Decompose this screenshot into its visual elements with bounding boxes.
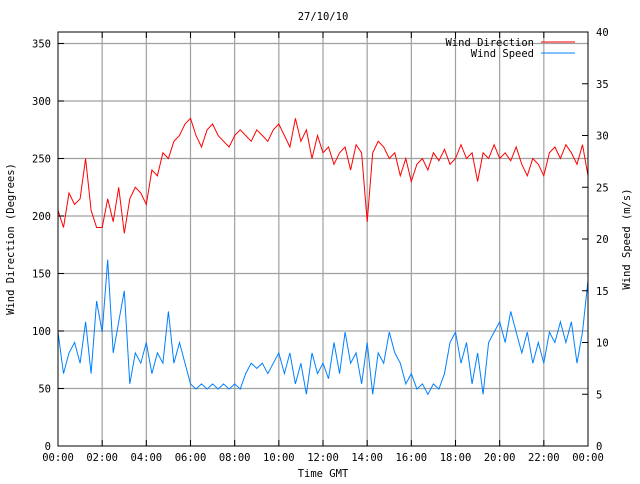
x-tick-label: 00:00 — [42, 452, 74, 464]
x-tick-label: 14:00 — [351, 452, 383, 464]
y-tick-label: 300 — [32, 96, 51, 108]
series-lines — [57, 117, 589, 396]
y2-tick-label: 0 — [596, 441, 602, 453]
y2-tick-label: 35 — [596, 79, 609, 91]
y2-tick-label: 5 — [596, 389, 602, 401]
y-axis-label: Wind Direction (Degrees) — [5, 163, 17, 315]
x-tick-label: 16:00 — [396, 452, 428, 464]
y2-tick-label: 20 — [596, 234, 609, 246]
y-tick-label: 100 — [32, 326, 51, 338]
y-tick-label: 0 — [45, 441, 51, 453]
x-tick-label: 00:00 — [572, 452, 604, 464]
y-tick-label: 350 — [32, 39, 51, 51]
y-tick-label: 200 — [32, 211, 51, 223]
y2-axis-label: Wind Speed (m/s) — [621, 188, 633, 289]
chart-title: 27/10/10 — [298, 11, 349, 23]
y2-tick-label: 40 — [596, 27, 609, 39]
y2-tick-label: 15 — [596, 286, 609, 298]
x-tick-label: 12:00 — [307, 452, 339, 464]
x-tick-label: 02:00 — [86, 452, 118, 464]
y-tick-label: 150 — [32, 269, 51, 281]
series-line-wind-direction — [57, 117, 589, 234]
x-tick-label: 22:00 — [528, 452, 560, 464]
x-tick-label: 06:00 — [175, 452, 207, 464]
grid — [58, 32, 588, 446]
legend: Wind Direction Wind Speed — [445, 37, 575, 60]
y2-tick-label: 25 — [596, 182, 609, 194]
x-tick-label: 10:00 — [263, 452, 295, 464]
legend-label-wind-direction: Wind Direction — [445, 37, 534, 49]
series-line-wind-speed — [57, 259, 589, 396]
y-tick-label: 250 — [32, 154, 51, 166]
y-tick-label: 50 — [38, 384, 51, 396]
x-tick-label: 08:00 — [219, 452, 251, 464]
x-tick-label: 20:00 — [484, 452, 516, 464]
x-axis-label: Time GMT — [298, 468, 349, 480]
y2-tick-label: 30 — [596, 131, 609, 143]
axis-ticks: 00:00 02:00 04:00 06:00 08:00 10:00 12:00 14:00… — [32, 27, 609, 464]
x-tick-label: 18:00 — [440, 452, 472, 464]
legend-label-wind-speed: Wind Speed — [471, 48, 534, 60]
x-tick-label: 04:00 — [131, 452, 163, 464]
y2-tick-label: 10 — [596, 338, 609, 350]
